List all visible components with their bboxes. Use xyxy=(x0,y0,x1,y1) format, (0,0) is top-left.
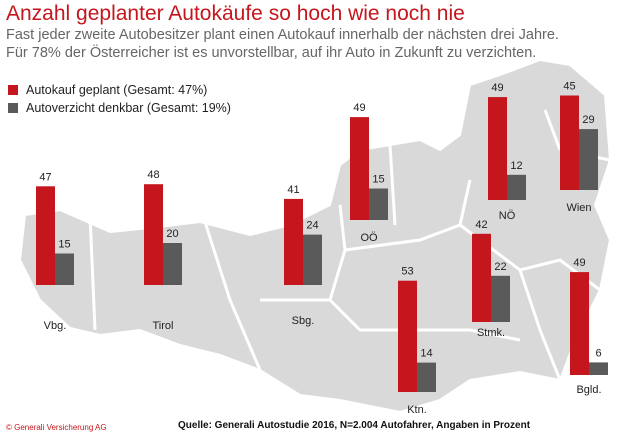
region-label: Ktn. xyxy=(407,404,427,416)
value-label-planned: 48 xyxy=(147,169,159,181)
bar-optional-1 xyxy=(163,243,182,285)
bar-planned-0 xyxy=(36,186,55,285)
region-label: NÖ xyxy=(499,210,516,222)
bar-optional-6 xyxy=(417,362,436,392)
bar-optional-7 xyxy=(491,275,510,322)
bar-planned-1 xyxy=(144,184,163,285)
region-label: Bgld. xyxy=(576,384,601,396)
bar-optional-5 xyxy=(579,129,598,190)
value-label-optional: 29 xyxy=(582,114,594,126)
region-label: Tirol xyxy=(153,320,174,332)
region-label: Vbg. xyxy=(44,320,67,332)
state-border xyxy=(344,179,472,252)
region-label: Stmk. xyxy=(477,327,505,339)
legend-item-planned: Autokauf geplant (Gesamt: 47%) xyxy=(8,83,207,97)
legend-label: Autokauf geplant (Gesamt: 47%) xyxy=(26,83,208,97)
region-label: Sbg. xyxy=(292,315,315,327)
value-label-optional: 20 xyxy=(166,228,178,240)
value-label-optional: 14 xyxy=(420,348,432,360)
state-border xyxy=(388,144,397,226)
subtitle-line-1: Fast jeder zweite Autobesitzer plant ein… xyxy=(6,27,559,43)
bar-optional-3 xyxy=(369,188,388,220)
bar-optional-2 xyxy=(303,234,322,285)
value-label-planned: 47 xyxy=(39,171,51,183)
value-label-planned: 41 xyxy=(287,184,299,196)
state-border xyxy=(518,269,562,381)
region-label: Wien xyxy=(566,202,591,214)
legend-item-optional: Autoverzicht denkbar (Gesamt: 19%) xyxy=(8,101,231,115)
value-label-planned: 49 xyxy=(491,82,503,94)
value-label-planned: 53 xyxy=(401,266,413,278)
bar-planned-2 xyxy=(284,198,303,285)
legend-label: Autoverzicht denkbar (Gesamt: 19%) xyxy=(26,101,231,115)
source-note: Quelle: Generali Autostudie 2016, N=2.00… xyxy=(178,420,531,431)
legend-swatch-grey xyxy=(8,103,18,113)
bar-planned-6 xyxy=(398,280,417,392)
state-border xyxy=(260,204,347,302)
bar-planned-4 xyxy=(488,97,507,200)
value-label-planned: 45 xyxy=(563,81,575,93)
chart-title: Anzahl geplanter Autokäufe so hoch wie n… xyxy=(6,2,465,25)
value-label-optional: 15 xyxy=(58,239,70,251)
value-label-planned: 49 xyxy=(573,257,585,269)
value-label-planned: 42 xyxy=(475,219,487,231)
state-border xyxy=(543,109,562,151)
legend-swatch-red xyxy=(8,85,18,95)
bar-planned-5 xyxy=(560,95,579,190)
value-label-optional: 24 xyxy=(306,220,318,232)
value-label-optional: 6 xyxy=(595,347,601,359)
value-label-optional: 15 xyxy=(372,174,384,186)
value-label-planned: 49 xyxy=(353,102,365,114)
subtitle-line-2: Für 78% der Österreicher ist es unvorste… xyxy=(6,45,537,61)
value-label-optional: 12 xyxy=(510,160,522,172)
state-border xyxy=(88,214,97,331)
bar-planned-3 xyxy=(350,117,369,220)
bar-optional-0 xyxy=(55,253,74,285)
bar-planned-8 xyxy=(570,272,589,375)
state-border xyxy=(203,221,262,371)
bar-optional-8 xyxy=(589,362,608,375)
copyright: © Generali Versicherung AG xyxy=(6,423,107,432)
bar-planned-7 xyxy=(472,233,491,322)
bar-optional-4 xyxy=(507,174,526,200)
value-label-optional: 22 xyxy=(494,261,506,273)
region-label: OÖ xyxy=(360,232,378,244)
